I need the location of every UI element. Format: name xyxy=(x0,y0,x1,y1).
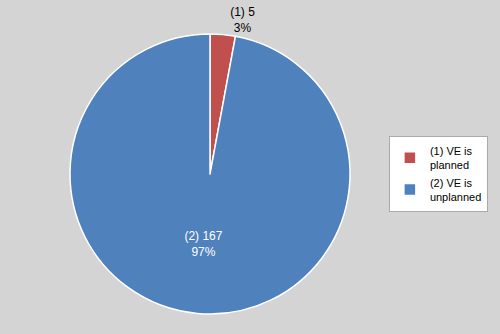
svg-text:(2) 16797%: (2) 16797% xyxy=(184,229,222,259)
svg-text:(1) VE isplanned: (1) VE isplanned xyxy=(430,145,473,171)
svg-text:(2) VE isunplanned: (2) VE isunplanned xyxy=(430,177,481,203)
svg-text:(1) 53%: (1) 53% xyxy=(230,5,255,35)
